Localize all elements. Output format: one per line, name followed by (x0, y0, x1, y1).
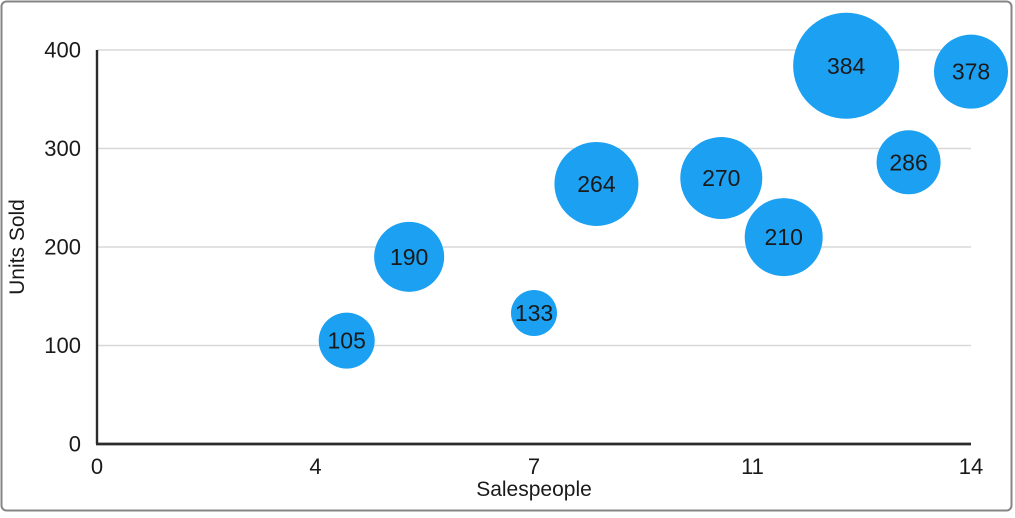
y-tick-label: 200 (44, 235, 81, 260)
bubble (934, 34, 1008, 109)
bubble-value-label: 264 (577, 171, 616, 197)
x-tick-label: 0 (91, 454, 103, 479)
bubble-value-label: 270 (702, 165, 740, 191)
bubble-value-label: 210 (765, 224, 803, 250)
bubble-series: 105 190 133 264 270 210 384 286 378 (318, 12, 1008, 369)
bubble-value-label: 105 (328, 328, 366, 354)
y-tick-labels: 0 100 200 300 400 (44, 38, 81, 457)
x-axis-title: Salespeople (476, 478, 592, 501)
y-tick-label: 400 (44, 38, 81, 63)
bubble (876, 130, 941, 195)
bubble (680, 137, 763, 220)
x-tick-labels: 0 4 7 11 14 (91, 454, 983, 479)
x-tick-label: 4 (309, 454, 321, 479)
bubble-value-label: 384 (827, 53, 866, 79)
x-tick-label: 7 (528, 454, 540, 479)
axes (95, 50, 971, 446)
gridlines (97, 49, 971, 347)
bubble-value-label: 286 (889, 149, 927, 175)
bubble-value-label: 378 (952, 59, 990, 85)
y-tick-label: 0 (69, 432, 81, 457)
bubble (511, 289, 557, 336)
y-axis-title: Units Sold (6, 199, 29, 295)
x-tick-label: 14 (959, 454, 983, 479)
x-tick-label: 11 (741, 454, 764, 479)
bubble (318, 312, 375, 369)
bubble-value-label: 190 (390, 244, 428, 270)
bubble-value-label: 133 (515, 300, 553, 326)
bubble (374, 221, 445, 292)
bubble (744, 198, 823, 277)
bubble (793, 12, 900, 119)
y-tick-label: 300 (44, 136, 81, 161)
y-tick-label: 100 (44, 333, 81, 358)
bubble (554, 141, 639, 226)
